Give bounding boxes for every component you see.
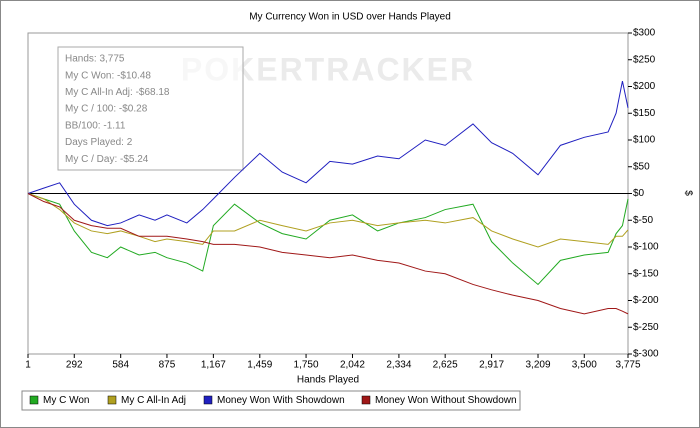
y-tick-label: $300 — [633, 28, 656, 39]
x-axis-label: Hands Played — [297, 375, 359, 386]
legend-swatch — [203, 395, 213, 405]
series-line — [27, 193, 629, 286]
y-axis-label: $ — [682, 190, 693, 196]
stats-line: My C / 100: -$0.28 — [65, 104, 148, 115]
x-tick-label: 1,750 — [294, 360, 319, 371]
series-line — [27, 193, 629, 315]
x-tick-label: 875 — [159, 360, 176, 371]
stats: Hands: 3,775 My C Won: -$10.48 My C All-In… — [65, 54, 170, 165]
y-tick-label: $50 — [633, 161, 650, 172]
y-tick-label: $-150 — [633, 268, 659, 279]
stats-line: Hands: 3,775 — [65, 54, 125, 65]
stats-line: My C All-In Adj: -$68.18 — [65, 87, 170, 98]
x-tick-label: 1,459 — [247, 360, 272, 371]
x-tick-label: 292 — [66, 360, 83, 371]
x-tick-label: 2,042 — [340, 360, 365, 371]
y-tick-label: $-300 — [633, 349, 659, 360]
y-tick-label: $250 — [633, 54, 656, 65]
plot-content: $300 $250 $200 $150 $100 $50 $0 $-50 $-100 $-150 $… — [25, 28, 659, 371]
y-tick-label: $200 — [633, 81, 656, 92]
y-tick-label: $100 — [633, 135, 656, 146]
legend-swatch — [361, 395, 371, 405]
legend-label: My C Won — [43, 395, 90, 406]
x-tick-label: 1,167 — [201, 360, 226, 371]
legend-swatch — [29, 395, 39, 405]
y-tick-label: $-200 — [633, 295, 659, 306]
x-tick-label: 3,209 — [526, 360, 551, 371]
x-tick-label: 2,917 — [479, 360, 504, 371]
stats-line: BB/100: -1.11 — [65, 120, 126, 131]
y-tick-label: $0 — [633, 188, 645, 199]
x-tick-label: 1 — [25, 360, 31, 371]
y-tick-label: $150 — [633, 108, 656, 119]
legend: My C Won My C All-In Adj Money Won With Sh… — [29, 395, 517, 406]
x-tick-label: 2,625 — [433, 360, 458, 371]
series-line — [27, 81, 629, 227]
y-tick-label: $-250 — [633, 322, 659, 333]
x-tick-label: 2,334 — [386, 360, 411, 371]
legend-box — [21, 390, 521, 411]
y-tick-label: $-50 — [633, 215, 653, 226]
stats-box — [57, 46, 244, 171]
legend-label: Money Won Without Showdown — [375, 395, 517, 406]
stats-line: Days Played: 2 — [65, 137, 133, 148]
x-tick-label: 3,500 — [572, 360, 597, 371]
x-tick-label: 3,775 — [615, 360, 640, 371]
series-line — [27, 193, 629, 248]
y-tick-label: $-100 — [633, 242, 659, 253]
x-tick-label: 584 — [112, 360, 129, 371]
chart-title: My Currency Won in USD over Hands Played — [249, 12, 451, 23]
legend-label: My C All-In Adj — [121, 395, 186, 406]
legend-label: Money Won With Showdown — [217, 395, 345, 406]
stats-line: My C Won: -$10.48 — [65, 70, 151, 81]
legend-swatch — [107, 395, 117, 405]
stats-line: My C / Day: -$5.24 — [65, 154, 149, 165]
